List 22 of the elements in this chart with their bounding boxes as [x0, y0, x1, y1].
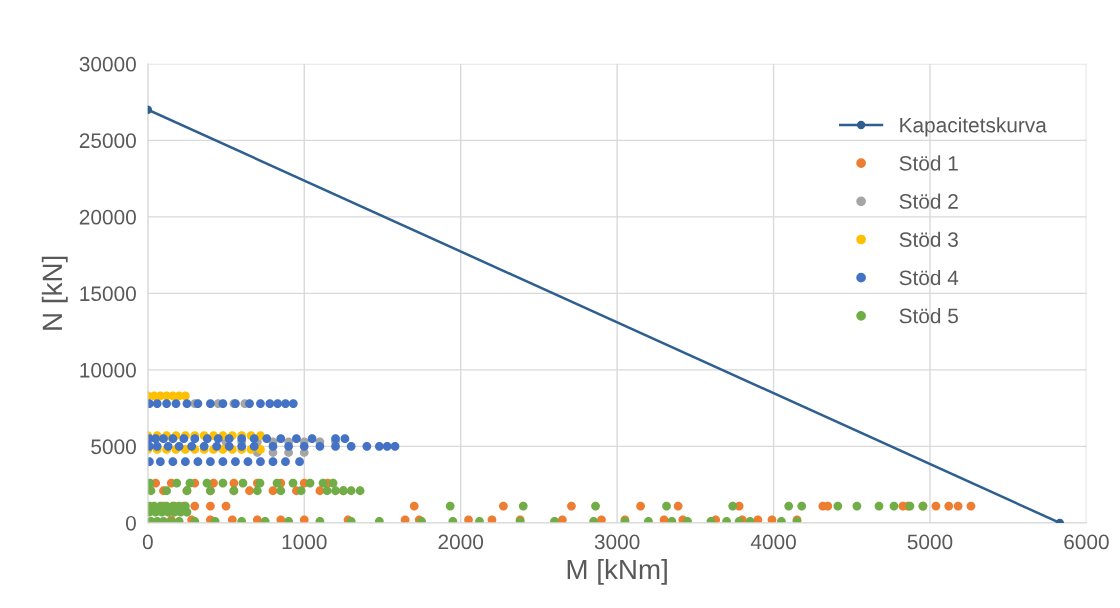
legend-label: Kapacitetskurva: [900, 117, 1047, 137]
x-tick-label: 0: [142, 534, 153, 550]
y-tick-label: 15000: [80, 286, 136, 302]
y-tick-label: 20000: [79, 209, 136, 225]
legend-label: Stöd 5: [899, 308, 958, 324]
x-tick-label: 1000: [282, 534, 327, 550]
y-tick-label: 0: [125, 515, 136, 531]
y-axis-title: N [kN]: [41, 256, 68, 330]
x-tick-label: 5000: [907, 534, 953, 550]
legend-label: Stöd 4: [899, 269, 959, 286]
y-tick-label: 25000: [79, 133, 136, 149]
x-axis-title: M [kNm]: [567, 558, 667, 585]
y-tick-label: 30000: [79, 56, 136, 72]
x-tick-label: 2000: [438, 534, 484, 550]
x-tick-label: 3000: [594, 534, 640, 550]
legend-label: Stöd 3: [899, 231, 958, 248]
legend-label: Stöd 2: [899, 193, 958, 209]
x-tick-label: 4000: [750, 534, 796, 550]
legend-label: Stöd 1: [899, 155, 958, 171]
y-tick-label: 5000: [91, 439, 136, 455]
y-tick-label: 10000: [80, 362, 136, 378]
x-tick-label: 6000: [1064, 534, 1109, 550]
